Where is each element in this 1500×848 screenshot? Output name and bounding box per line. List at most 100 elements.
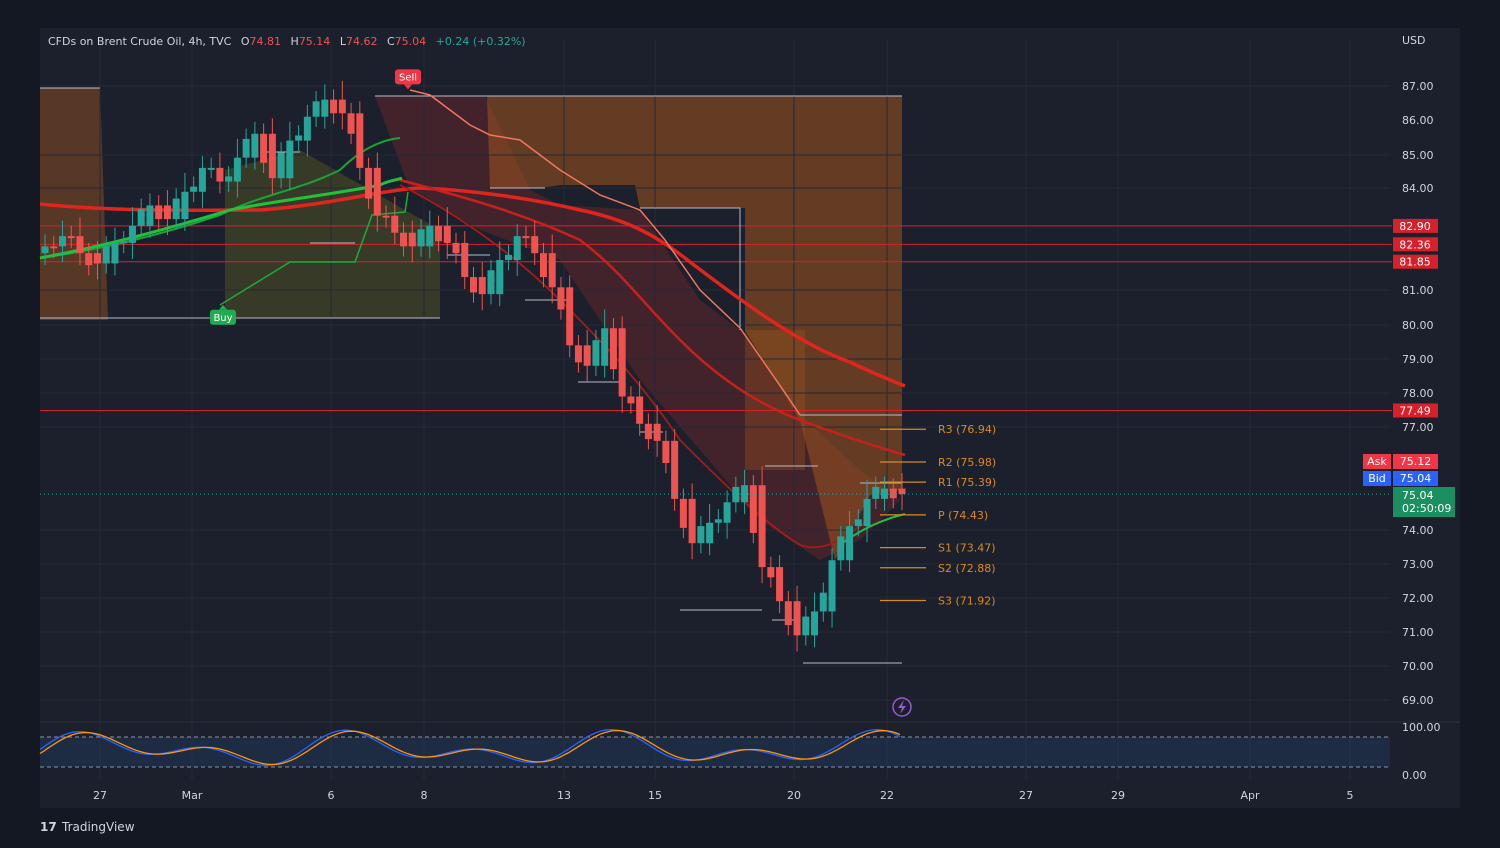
y-tick-label: 74.00	[1402, 524, 1434, 537]
signal-sell-tag[interactable]	[395, 69, 421, 85]
signal-label: Sell	[399, 72, 417, 83]
candle-body	[714, 519, 722, 523]
candle-body	[277, 152, 285, 179]
lightning-icon[interactable]	[892, 697, 912, 717]
osc-band	[40, 737, 1390, 767]
candle-body	[391, 215, 399, 233]
zone-sell-main	[487, 96, 902, 560]
candle-body	[233, 157, 241, 182]
candle-body	[662, 440, 670, 464]
level-label-82.90: 82.90	[1399, 220, 1431, 233]
candle-body	[732, 486, 740, 503]
tv-logo-icon: 17	[40, 820, 57, 834]
pivot-label: S2 (72.88)	[938, 562, 996, 575]
signal-buy-tag[interactable]	[210, 309, 236, 325]
bid-value-box	[1393, 471, 1438, 486]
candle-body	[303, 116, 311, 141]
pivots-layer: R3 (76.94) R2 (75.98) R1 (75.39) P (74.43) S…	[880, 423, 996, 608]
osc-tick-label: 0.00	[1402, 769, 1427, 782]
candle-body	[408, 232, 416, 247]
y-tick-label: 87.00	[1402, 80, 1434, 93]
level-label-82.36: 82.36	[1399, 238, 1431, 251]
candle-body	[802, 616, 810, 636]
candle-body	[356, 113, 364, 168]
candle-body	[557, 287, 565, 310]
y-tick-label: 85.00	[1402, 149, 1434, 162]
candle-body	[749, 485, 757, 533]
candle-body	[513, 236, 521, 261]
candle-body	[452, 242, 460, 254]
candle-body	[347, 113, 355, 134]
ema-short-line	[399, 184, 871, 549]
close-value: 75.04	[395, 35, 427, 48]
candle-body	[461, 242, 469, 278]
candle-body	[819, 592, 827, 612]
open-value: 74.81	[250, 35, 282, 48]
green-ma-recent	[839, 513, 906, 546]
bid-value-text: 75.04	[1400, 472, 1432, 485]
candle-body	[58, 236, 66, 247]
candle-body	[155, 205, 163, 220]
candle-body	[181, 191, 189, 220]
y-tick-label: 77.00	[1402, 421, 1434, 434]
ema-long-line	[39, 186, 906, 388]
candle-body	[863, 498, 871, 527]
ask-value-text: 75.12	[1400, 455, 1432, 468]
candle-body	[723, 502, 731, 523]
x-tick-label: 15	[648, 789, 662, 802]
symbol-title: CFDs on Brent Crude Oil, 4h, TVC	[48, 35, 232, 48]
candle-body	[566, 287, 574, 346]
y-tick-label: 81.00	[1402, 284, 1434, 297]
currency-label: USD	[1402, 34, 1426, 47]
candle-body	[76, 236, 84, 254]
x-tick-label: 13	[557, 789, 571, 802]
candle-body	[146, 205, 154, 226]
candle-body	[242, 138, 250, 158]
candle-body	[225, 176, 233, 182]
candle-body	[102, 246, 110, 264]
candle-body	[653, 423, 661, 441]
candle-body	[93, 253, 101, 264]
bar-countdown: 02:50:09	[1402, 502, 1451, 515]
pivot-label: S3 (71.92)	[938, 595, 996, 608]
candle-body	[548, 253, 556, 288]
x-tick-label: 29	[1111, 789, 1125, 802]
y-tick-label: 78.00	[1402, 387, 1434, 400]
candle-body	[767, 567, 775, 578]
candle-body	[198, 167, 206, 192]
candle-body	[496, 260, 504, 295]
y-tick-label: 70.00	[1402, 660, 1434, 673]
last-price-value: 75.04	[1402, 489, 1434, 502]
level-tag-77.49	[1393, 403, 1438, 418]
x-tick-label: 20	[787, 789, 801, 802]
signal-label: Buy	[213, 313, 232, 324]
candle-body	[671, 440, 679, 499]
candle-body	[618, 328, 626, 397]
candle-body	[697, 526, 705, 544]
x-tick-label: Mar	[182, 789, 203, 802]
candle-body	[137, 208, 145, 226]
osc-d-line	[39, 729, 901, 766]
oscillator-pane: 100.00 0.00	[39, 721, 1460, 782]
candle-body	[321, 99, 329, 117]
brand-name: TradingView	[61, 820, 135, 834]
candle-body	[251, 133, 259, 158]
candle-body	[478, 277, 486, 295]
x-tick-label: 8	[421, 789, 428, 802]
candle-body	[793, 601, 801, 636]
zone-sell-inner	[745, 330, 805, 470]
candle-body	[67, 236, 75, 239]
x-tick-label: 22	[880, 789, 894, 802]
y-tick-label: 69.00	[1402, 694, 1434, 707]
candle-body	[609, 328, 617, 370]
candle-body	[128, 225, 136, 243]
last-price-box	[1393, 487, 1455, 517]
candle-body	[592, 340, 600, 366]
ema-mid-line	[399, 178, 906, 457]
level-tag-82.90	[1393, 218, 1438, 233]
candle-body	[260, 133, 268, 163]
pivot-label: R2 (75.98)	[938, 456, 996, 469]
candle-body	[41, 246, 49, 254]
candle-body	[172, 198, 180, 220]
